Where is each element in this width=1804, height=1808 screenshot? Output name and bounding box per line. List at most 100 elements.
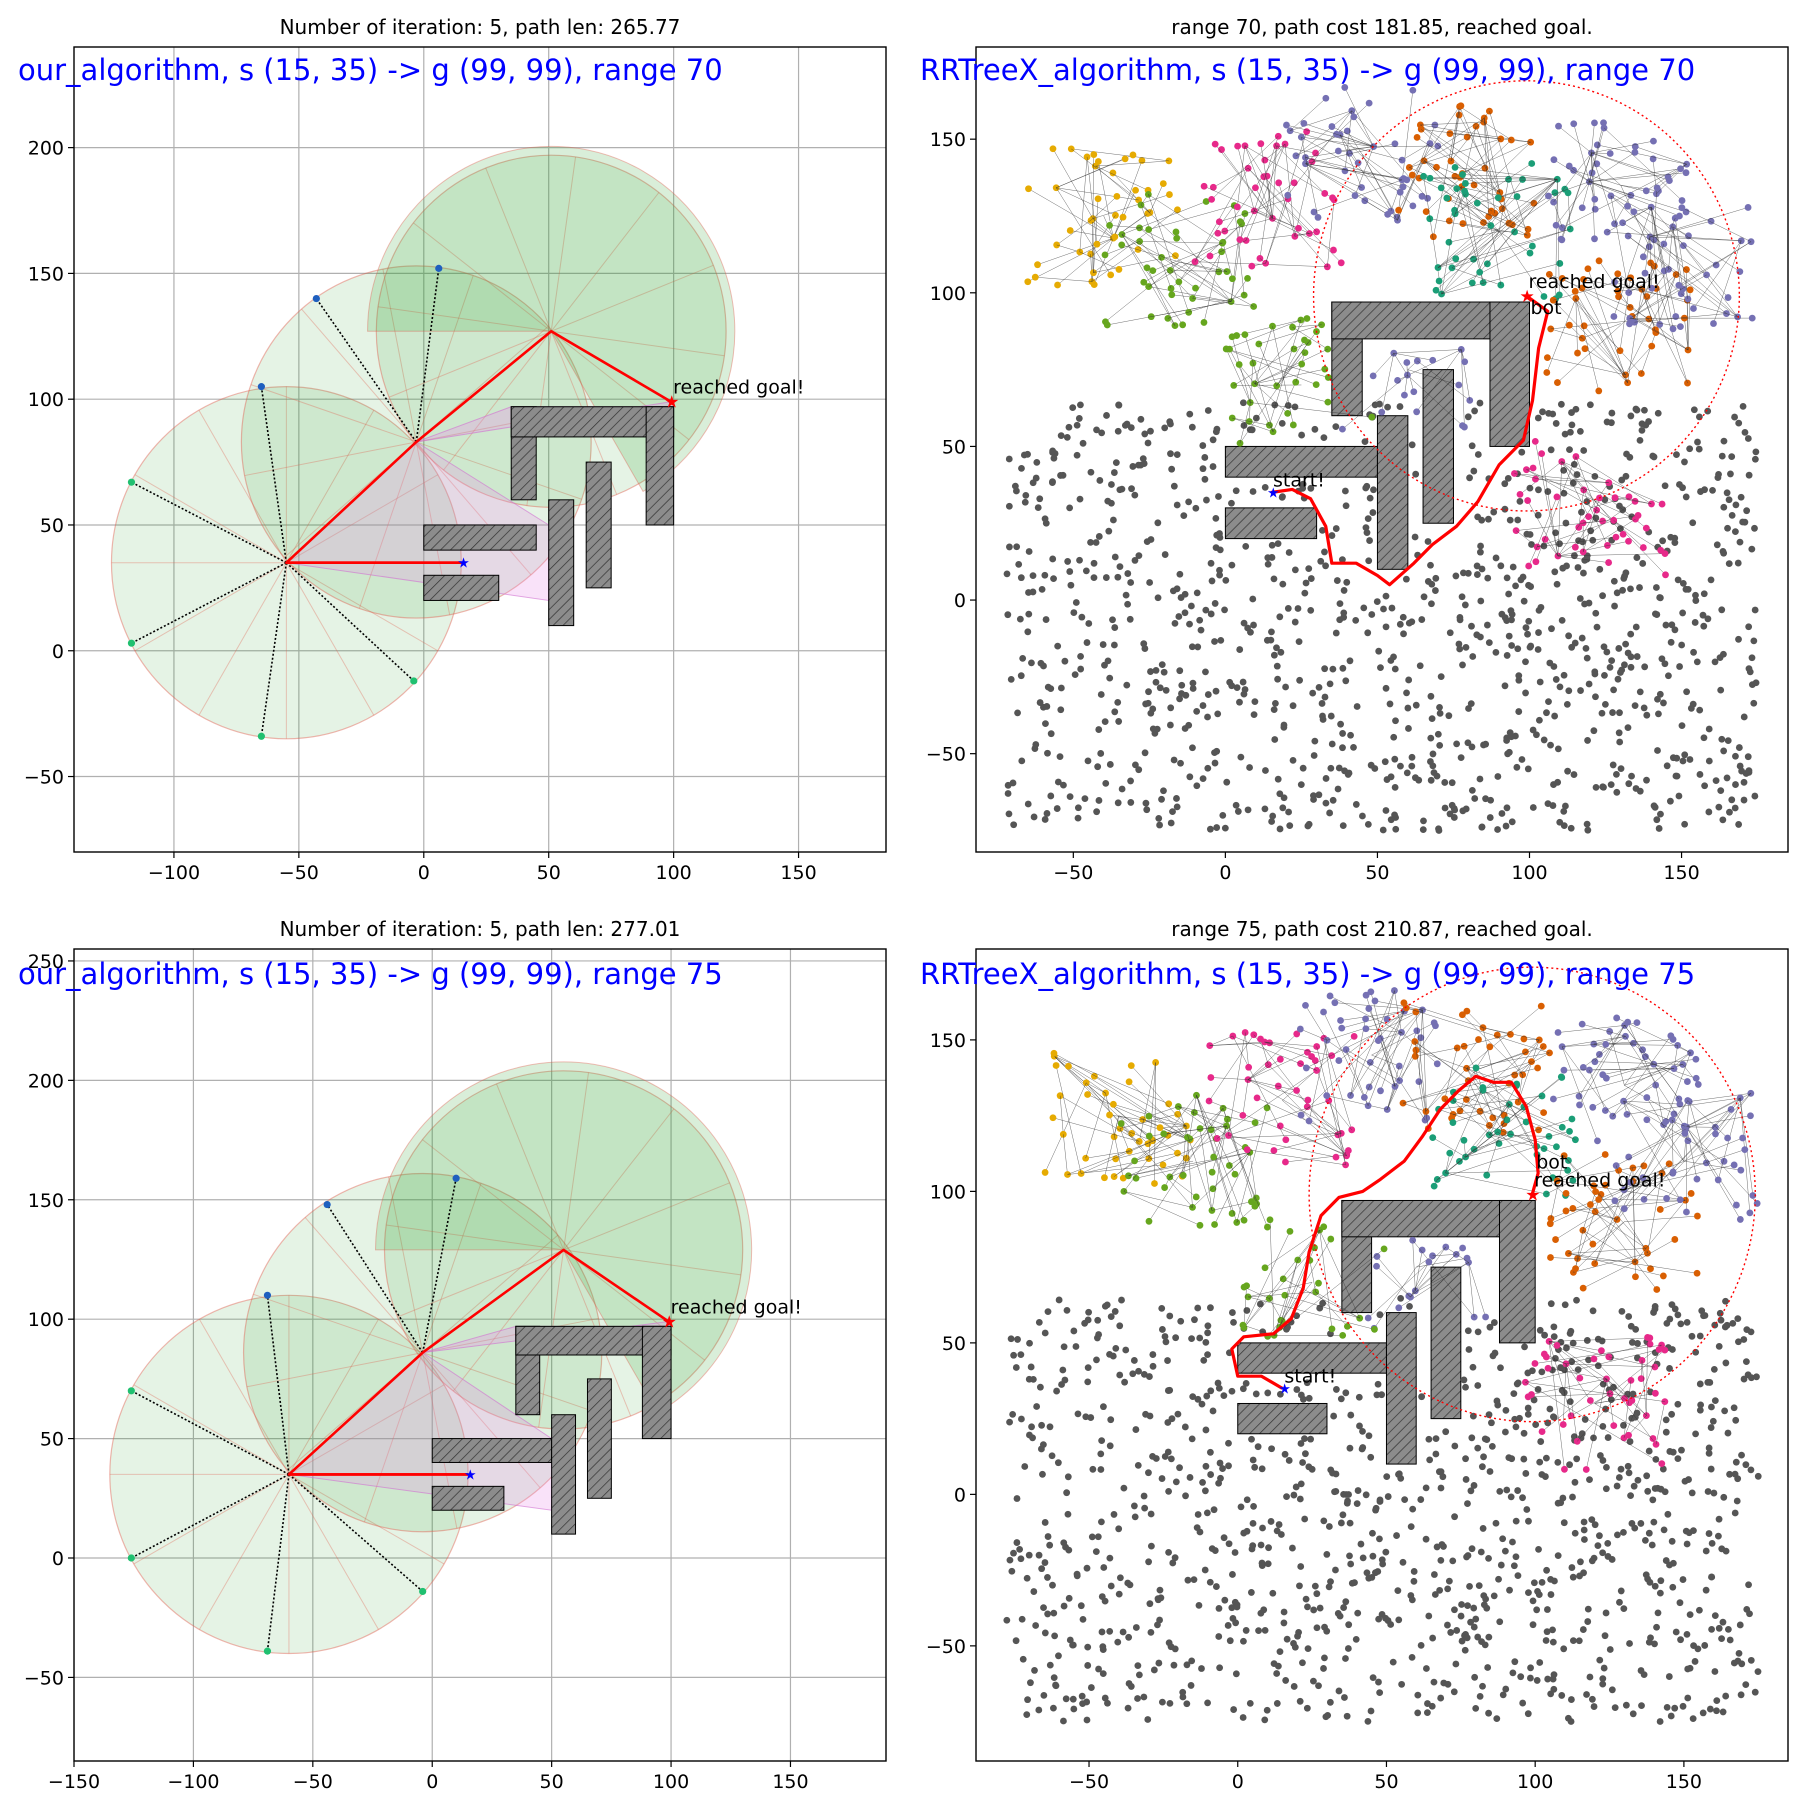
tree-node bbox=[1200, 319, 1208, 326]
sample-point bbox=[1158, 1304, 1166, 1312]
sample-point bbox=[1692, 591, 1699, 599]
tree-edge bbox=[1135, 1152, 1250, 1179]
tree-edge bbox=[1628, 1415, 1647, 1436]
sample-point bbox=[1742, 1358, 1750, 1365]
sample-point bbox=[1302, 579, 1310, 587]
sample-point bbox=[1447, 1629, 1455, 1636]
sample-point bbox=[1525, 1517, 1532, 1525]
sample-point bbox=[1243, 1496, 1251, 1504]
sample-point bbox=[1543, 709, 1550, 717]
sample-point bbox=[1503, 1486, 1511, 1494]
tree-edge bbox=[1461, 349, 1471, 401]
sample-point bbox=[1254, 1443, 1262, 1451]
sample-point bbox=[1719, 1708, 1727, 1716]
sample-point bbox=[1604, 1539, 1612, 1547]
sample-point bbox=[1732, 1416, 1740, 1424]
tree-edge bbox=[1653, 1064, 1680, 1100]
sample-point bbox=[1212, 514, 1220, 522]
sample-point bbox=[1681, 820, 1689, 828]
sample-point bbox=[1232, 801, 1240, 809]
sample-point bbox=[1457, 754, 1465, 762]
sample-point bbox=[1434, 730, 1442, 738]
sample-point bbox=[1372, 1569, 1379, 1577]
tree-edge bbox=[1408, 1262, 1469, 1297]
sample-point bbox=[1418, 1393, 1426, 1401]
tree-edge bbox=[1668, 226, 1674, 270]
tree-edge bbox=[1148, 194, 1189, 313]
sample-point bbox=[1182, 691, 1190, 699]
sample-point bbox=[1507, 1493, 1515, 1501]
x-tick-label: 100 bbox=[1517, 1771, 1553, 1793]
sample-point bbox=[1268, 541, 1276, 549]
sample-point bbox=[1180, 512, 1188, 520]
sample-point bbox=[1626, 1640, 1633, 1647]
sample-point bbox=[1038, 1565, 1046, 1573]
sample-point bbox=[1718, 452, 1726, 460]
tree-edge bbox=[1228, 1135, 1337, 1158]
tree-node bbox=[1209, 1185, 1217, 1193]
sample-point bbox=[1189, 744, 1196, 752]
sample-point bbox=[1522, 624, 1530, 632]
start-star: ★ bbox=[1278, 1381, 1291, 1397]
tree-node bbox=[1579, 1063, 1587, 1071]
sample-point bbox=[1041, 1519, 1049, 1526]
sample-point bbox=[1619, 586, 1626, 594]
sample-point bbox=[1369, 1674, 1377, 1682]
tree-edge bbox=[1456, 188, 1484, 283]
sample-point bbox=[1408, 1653, 1416, 1661]
sample-point bbox=[1190, 1576, 1198, 1584]
sample-point bbox=[1600, 1664, 1608, 1672]
sample-point bbox=[1280, 794, 1288, 802]
tree-edge bbox=[1226, 319, 1301, 350]
sample-point bbox=[1578, 634, 1586, 642]
tree-node bbox=[1650, 137, 1657, 145]
sample-point bbox=[1282, 1677, 1290, 1684]
tree-node bbox=[1594, 1137, 1601, 1145]
tree-edge bbox=[1056, 187, 1116, 216]
sample-point bbox=[1239, 399, 1247, 407]
sample-point bbox=[1444, 1585, 1452, 1593]
obstacle bbox=[423, 574, 500, 601]
sample-point bbox=[1668, 1301, 1676, 1308]
sample-point bbox=[1549, 1675, 1557, 1683]
sample-point bbox=[1341, 767, 1348, 775]
tree-edge bbox=[1199, 1128, 1213, 1211]
sample-point bbox=[1041, 1559, 1049, 1566]
sample-point bbox=[1315, 791, 1323, 799]
sample-point bbox=[1643, 711, 1651, 719]
tree-edge bbox=[1527, 500, 1559, 557]
sample-point bbox=[1464, 739, 1472, 747]
tree-node bbox=[1732, 1201, 1740, 1209]
sample-point bbox=[1378, 1391, 1386, 1399]
sample-point bbox=[1299, 764, 1307, 772]
sample-point bbox=[1548, 625, 1555, 633]
tree-edge bbox=[1561, 1046, 1613, 1117]
sample-point bbox=[1696, 1332, 1704, 1340]
sample-point bbox=[1101, 1694, 1109, 1702]
sample-point bbox=[1161, 551, 1169, 558]
tree-node bbox=[1106, 1111, 1113, 1119]
tree-node bbox=[1739, 1134, 1747, 1142]
sample-point bbox=[1166, 1700, 1174, 1707]
tree-node bbox=[1595, 257, 1603, 265]
sample-point bbox=[1098, 1437, 1106, 1445]
sample-point bbox=[1524, 1369, 1532, 1377]
sample-point bbox=[1596, 1656, 1604, 1664]
sample-point bbox=[1673, 451, 1680, 459]
sensor-spoke bbox=[443, 330, 552, 471]
tree-node bbox=[1206, 252, 1214, 260]
sample-point bbox=[1622, 569, 1630, 577]
tree-edge bbox=[1642, 1100, 1688, 1178]
sample-point bbox=[1284, 402, 1292, 409]
sample-point bbox=[1147, 1510, 1155, 1518]
tree-edge bbox=[1254, 198, 1289, 212]
goal-label: reached goal! bbox=[671, 1297, 802, 1319]
tree-node bbox=[1344, 1147, 1352, 1154]
tree-edge bbox=[1071, 148, 1139, 201]
sample-point bbox=[1478, 1463, 1486, 1471]
sensor-point bbox=[127, 1387, 135, 1395]
tree-edge bbox=[1167, 294, 1245, 319]
sample-point bbox=[1010, 1351, 1018, 1359]
sample-point bbox=[1560, 1645, 1568, 1653]
sample-point bbox=[1203, 496, 1210, 504]
